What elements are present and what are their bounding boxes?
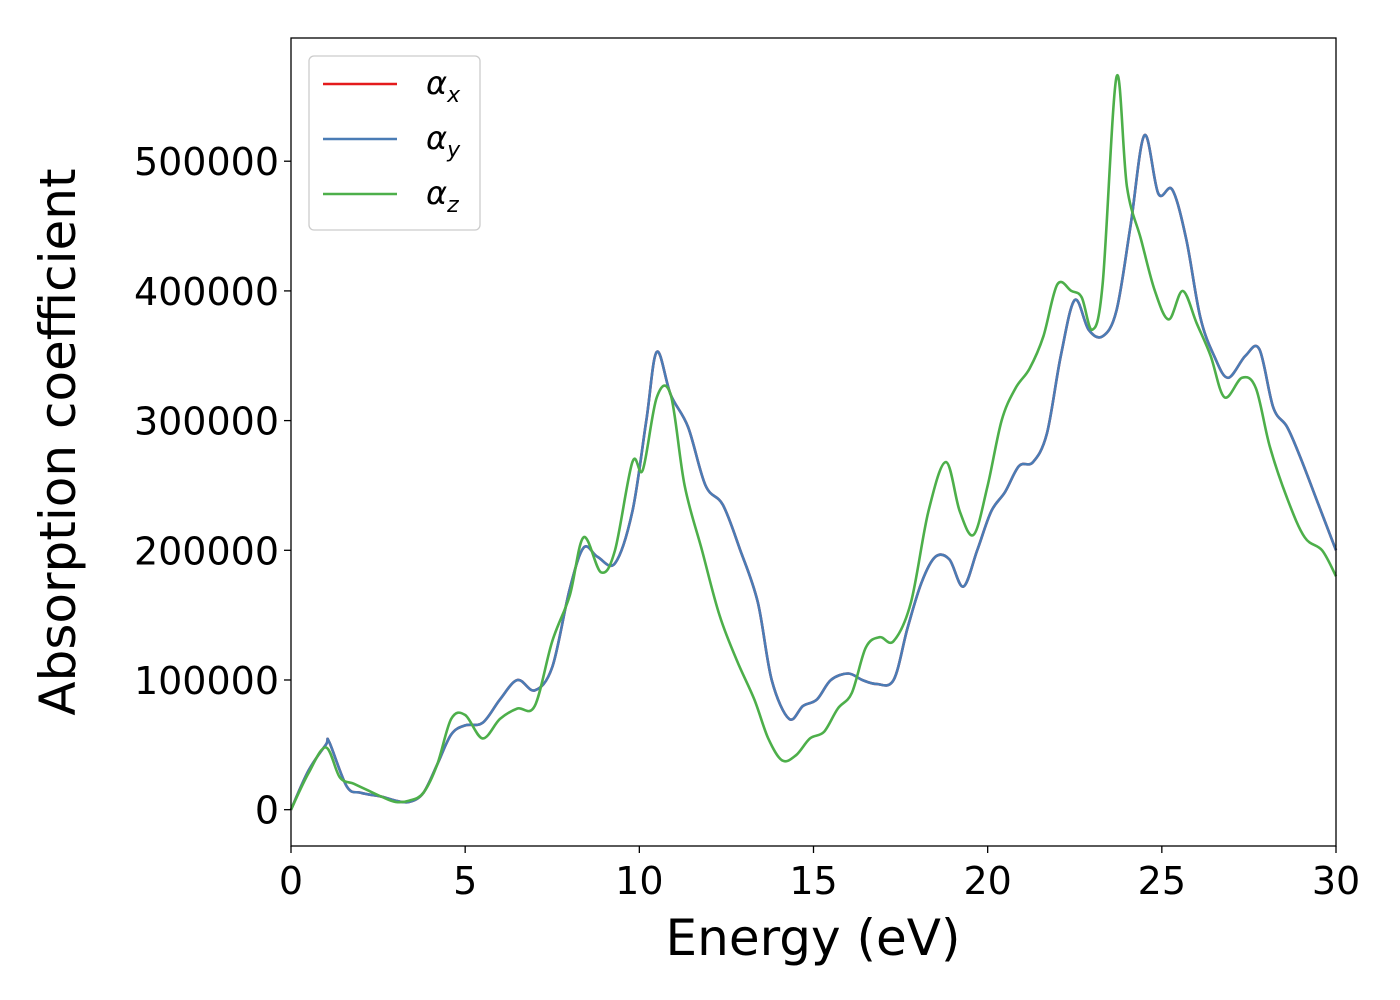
y-tick-label: 100000 — [134, 659, 279, 703]
y-tick-label: 300000 — [134, 400, 279, 444]
x-tick-label: 10 — [615, 859, 663, 903]
legend-items: αx αy αz — [323, 64, 461, 218]
y-tick-label: 400000 — [134, 270, 279, 314]
x-tick-label: 5 — [453, 859, 477, 903]
y-tick-label: 200000 — [134, 529, 279, 573]
x-tick-label: 20 — [963, 859, 1011, 903]
legend-box — [308, 55, 481, 231]
series-layer — [289, 73, 1338, 811]
x-tick-label: 15 — [789, 859, 837, 903]
legend: αx αy αz — [308, 55, 481, 231]
legend-label-alpha-z: αz — [426, 174, 459, 218]
y-tick-label: 500000 — [134, 140, 279, 184]
y-tick-label: 0 — [255, 789, 279, 833]
x-axis-ticks: 0 5 10 15 20 25 30 — [279, 846, 1360, 903]
legend-label-alpha-y: αy — [426, 119, 461, 163]
legend-label-alpha-x: αx — [426, 64, 461, 108]
y-axis-ticks: 0 100000 200000 300000 400000 500000 — [134, 140, 291, 833]
x-tick-label: 30 — [1312, 859, 1360, 903]
y-axis-label: Absorption coefficient — [29, 168, 87, 715]
x-tick-label: 0 — [279, 859, 303, 903]
series-line-alpha-x — [289, 133, 1338, 811]
x-axis-label: Energy (eV) — [666, 909, 961, 967]
series-line-alpha-z — [289, 73, 1338, 811]
x-tick-label: 25 — [1138, 859, 1186, 903]
series-line-alpha-y — [289, 133, 1338, 811]
